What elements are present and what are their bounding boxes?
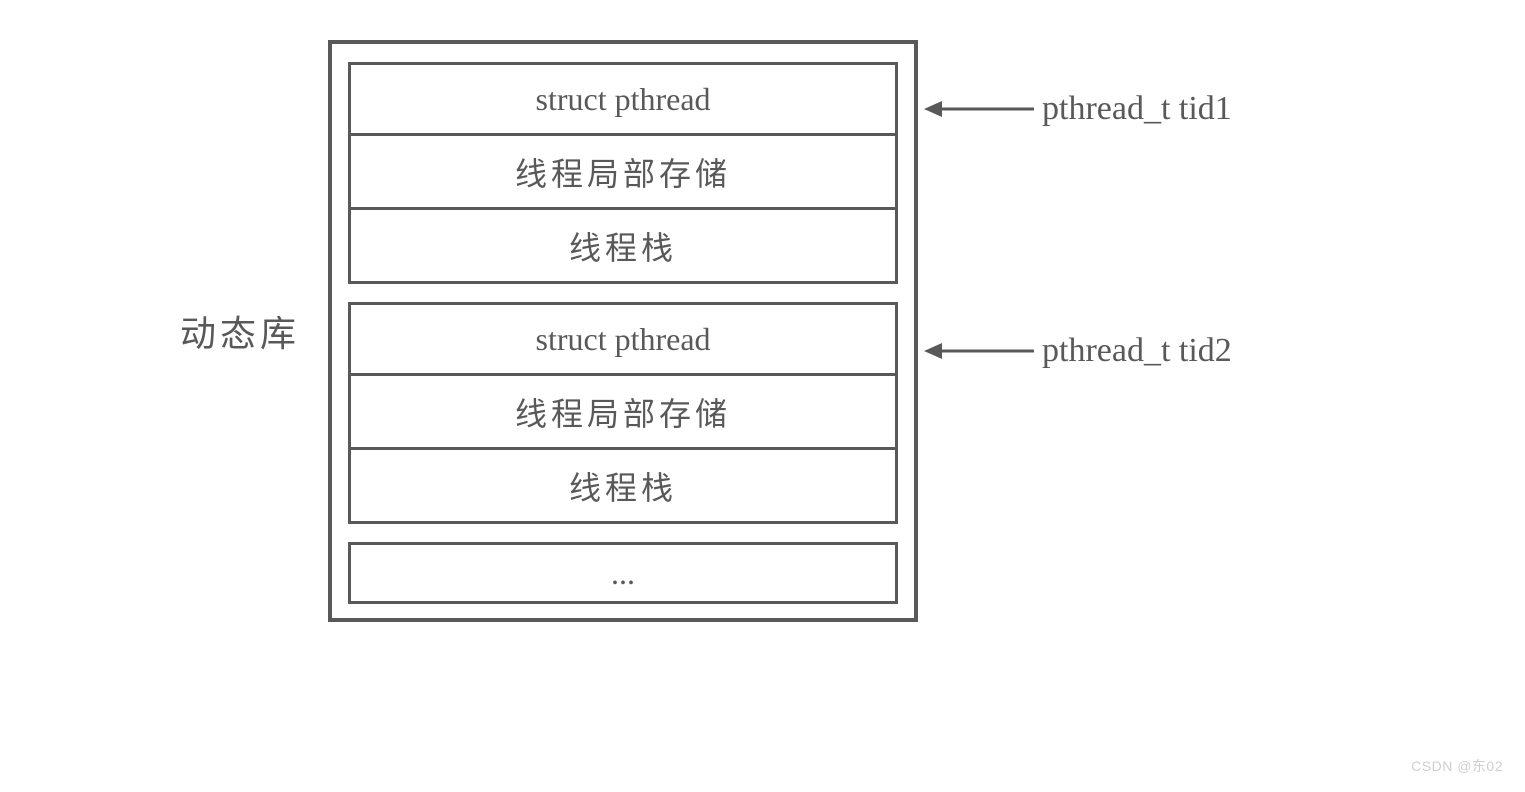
pointer-label: pthread_t tid1 (1042, 90, 1232, 128)
cell-struct-pthread: struct pthread (348, 302, 898, 376)
cell-struct-pthread: struct pthread (348, 62, 898, 136)
thread-block-1: struct pthread 线程局部存储 线程栈 (348, 62, 898, 284)
pointer-2: pthread_t tid2 (924, 332, 1232, 370)
watermark: CSDN @东02 (1411, 756, 1503, 776)
pointer-label: pthread_t tid2 (1042, 332, 1232, 370)
cell-thread-stack: 线程栈 (348, 450, 898, 524)
cell-thread-local-storage: 线程局部存储 (348, 376, 898, 450)
thread-block-2: struct pthread 线程局部存储 线程栈 (348, 302, 898, 524)
dynamic-library-box: struct pthread 线程局部存储 线程栈 struct pthread… (328, 40, 918, 622)
arrow-left-icon (924, 339, 1034, 363)
arrow-left-icon (924, 97, 1034, 121)
pointer-1: pthread_t tid1 (924, 90, 1232, 128)
left-label: 动态库 (180, 305, 300, 357)
cell-thread-stack: 线程栈 (348, 210, 898, 284)
ellipsis-box: ... (348, 542, 898, 604)
cell-thread-local-storage: 线程局部存储 (348, 136, 898, 210)
